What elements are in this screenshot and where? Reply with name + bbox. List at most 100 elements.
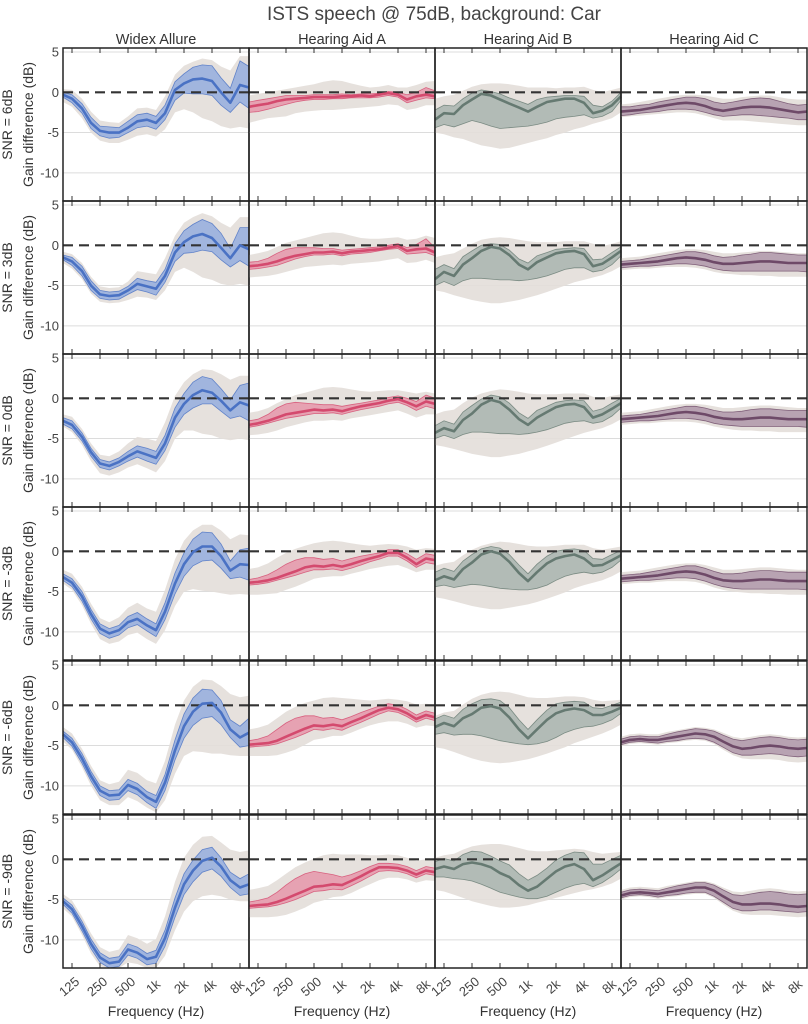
panel-2-3 <box>434 200 622 355</box>
band-upper-edge <box>248 238 436 263</box>
panel-frame <box>620 200 808 355</box>
y-tick-label: -10 <box>40 471 59 486</box>
x-tick-label: 250 <box>642 974 668 999</box>
x-tick-label: 1k <box>143 976 164 997</box>
panel-frame <box>620 47 808 202</box>
x-tick-label: 1k <box>515 976 536 997</box>
panel-4-1: 5 0 -5 -10 <box>40 504 250 661</box>
row-label: SNR = -3dB <box>0 546 15 621</box>
x-tick-label: 250 <box>456 974 482 999</box>
row-label: SNR = 3dB <box>0 242 15 312</box>
y-tick-label: -10 <box>40 624 59 639</box>
band-upper-edge <box>620 405 807 417</box>
band-lower-edge <box>248 95 436 113</box>
band-upper-edge <box>434 89 622 111</box>
band-upper-edge <box>621 96 808 108</box>
x-axis-title: Frequency (Hz) <box>108 1003 204 1019</box>
x-axis-title: Frequency (Hz) <box>480 1003 576 1019</box>
panel-4-4 <box>620 506 808 661</box>
panel-1-3: Hearing Aid B <box>434 32 622 202</box>
y-tick-label: 0 <box>52 698 59 713</box>
panel-5-4 <box>620 660 808 815</box>
column-header: Hearing Aid A <box>298 32 386 48</box>
panel-2-4 <box>620 200 808 355</box>
mean-line <box>620 101 808 114</box>
figure-title: ISTS speech @ 75dB, background: Car <box>267 4 602 25</box>
band-upper-edge <box>434 243 622 270</box>
column-header: Hearing Aid B <box>484 32 573 48</box>
y-tick-label: 5 <box>52 504 59 519</box>
panel-3-3 <box>434 353 622 508</box>
y-tick-label: -5 <box>47 125 59 140</box>
mean-line <box>62 701 250 804</box>
y-axis-title: Gain difference (dB) <box>20 368 36 493</box>
y-axis-title: Gain difference (dB) <box>20 521 36 646</box>
y-axis-title: Gain difference (dB) <box>20 215 36 340</box>
y-tick-label: 5 <box>52 351 59 366</box>
band-lower-edge <box>248 555 436 586</box>
panel-4-2 <box>248 506 436 661</box>
mean-line <box>248 91 436 109</box>
band-lower-edge <box>62 559 250 639</box>
x-tick-label: 125 <box>56 974 82 999</box>
mean-line <box>248 397 436 427</box>
panel-5-2 <box>248 660 436 815</box>
interquartile-band <box>63 60 249 139</box>
x-tick-label: 500 <box>484 974 510 999</box>
row-label: SNR = 0dB <box>0 395 15 465</box>
band-lower-edge <box>434 559 622 591</box>
mean-line <box>434 245 622 281</box>
panel-1-1: 5 0 -5 -10 Widex Allure <box>40 32 250 202</box>
panel-grid: 5 0 -5 -10 Widex Allure Hearing Aid A Hearing … <box>0 32 808 1019</box>
panel-1-4: Hearing Aid C <box>620 32 808 202</box>
mean-line <box>620 410 807 421</box>
mean-line <box>620 732 808 751</box>
band-lower-edge <box>620 577 808 591</box>
y-tick-label: 0 <box>52 852 59 867</box>
y-axis-title: Gain difference (dB) <box>20 62 36 187</box>
x-tick-label: 4k <box>199 976 220 997</box>
band-lower-edge <box>435 868 622 900</box>
mean-line <box>62 545 250 635</box>
column-header: Hearing Aid C <box>669 32 758 48</box>
band-upper-edge <box>62 531 250 630</box>
range-band <box>249 80 435 123</box>
band-upper-edge <box>434 394 622 427</box>
y-tick-label: 0 <box>52 544 59 559</box>
band-upper-edge <box>434 698 622 730</box>
y-tick-label: 5 <box>52 45 59 60</box>
mean-line <box>434 549 622 583</box>
panel-4-3 <box>434 506 622 661</box>
y-tick-label: -5 <box>47 584 59 599</box>
band-upper-edge <box>248 703 436 742</box>
mean-line <box>62 388 250 468</box>
y-tick-label: -10 <box>40 318 59 333</box>
mean-line <box>62 77 250 134</box>
band-upper-edge <box>62 376 250 463</box>
panel-frame <box>248 200 436 355</box>
panel-3-1: 5 0 -5 -10 <box>40 351 250 508</box>
band-upper-edge <box>62 219 249 293</box>
panel-frame <box>620 660 808 815</box>
panel-2-1: 5 0 -5 -10 <box>40 198 250 355</box>
mean-line <box>620 570 807 583</box>
x-tick-label: 8k <box>785 976 806 997</box>
mean-line <box>62 232 250 298</box>
y-axis-title: Gain difference (dB) <box>20 829 36 954</box>
y-tick-label: -5 <box>47 738 59 753</box>
row-label: SNR = -6dB <box>0 700 15 775</box>
band-lower-edge <box>434 407 622 440</box>
x-tick-label: 2k <box>357 976 378 997</box>
band-upper-edge <box>248 862 436 903</box>
x-tick-label: 500 <box>112 974 138 999</box>
interquartile-band <box>63 219 249 300</box>
y-tick-label: 0 <box>52 85 59 100</box>
x-tick-label: 125 <box>614 974 640 999</box>
mean-line <box>248 551 436 584</box>
x-tick-label: 250 <box>270 974 296 999</box>
y-tick-label: 5 <box>52 812 59 827</box>
band-upper-edge <box>620 251 807 262</box>
x-tick-label: 125 <box>242 974 268 999</box>
